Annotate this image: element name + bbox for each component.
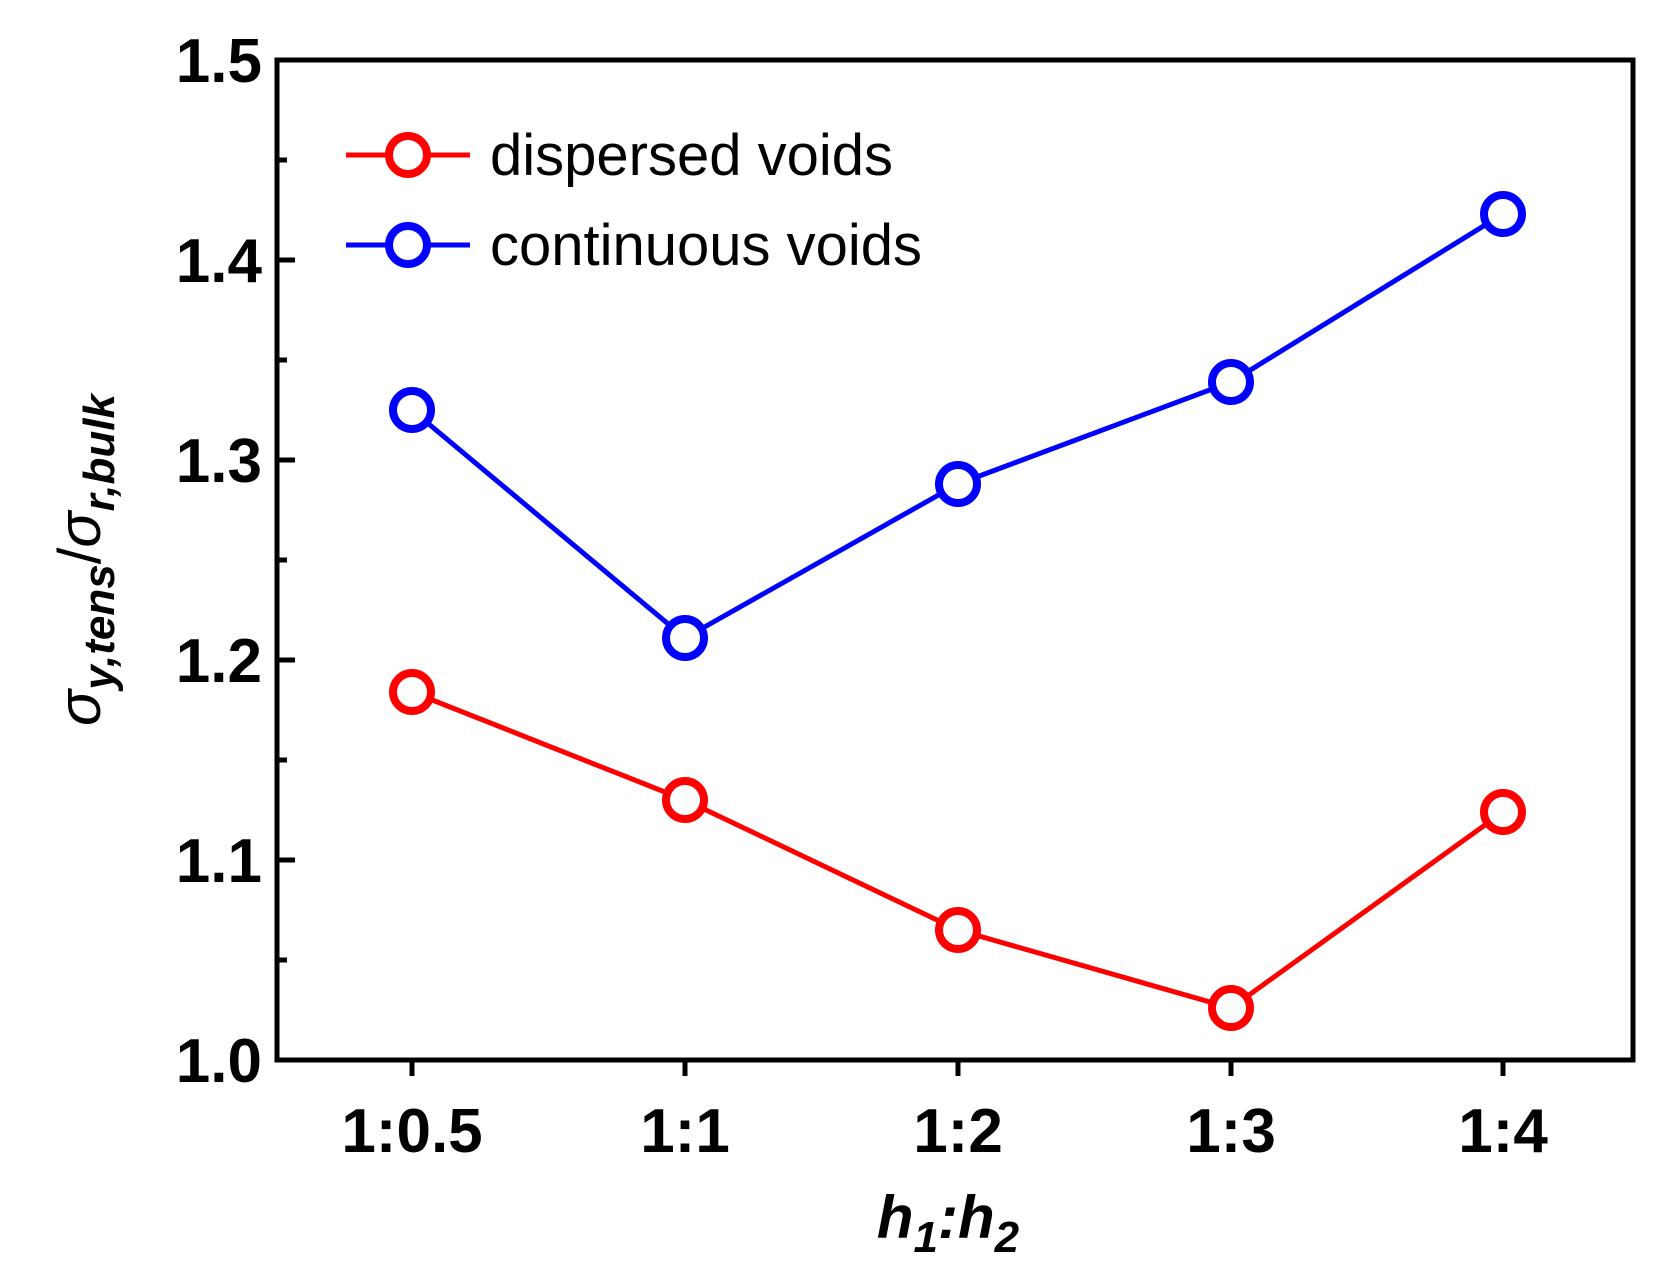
data-point — [1208, 985, 1254, 1031]
data-point — [389, 387, 435, 433]
x-tick-label: 1:2 — [913, 1097, 1003, 1166]
y-tick-label: 1.1 — [176, 827, 262, 896]
x-axis-title-sub1: 1 — [914, 1213, 938, 1262]
series-dispersed — [389, 669, 1526, 1031]
y-tick-label: 1.3 — [176, 427, 262, 496]
data-point — [662, 777, 708, 823]
data-point — [1208, 359, 1254, 405]
legend: dispersed voids continuous voids — [346, 123, 922, 278]
data-point — [1480, 191, 1526, 237]
y-tick-label: 1.4 — [176, 227, 263, 296]
legend-entry-dispersed: dispersed voids — [346, 123, 893, 188]
x-tick-label: 1:3 — [1186, 1097, 1276, 1166]
data-point — [935, 907, 981, 953]
x-axis-title-h1: h — [877, 1184, 914, 1251]
legend-label-dispersed: dispersed voids — [490, 123, 893, 188]
x-axis-title-h2: h — [958, 1184, 995, 1251]
y-axis-title-slash: / — [46, 547, 113, 564]
y-axis-ticks — [277, 57, 295, 1063]
data-point — [1480, 789, 1526, 835]
series-continuous — [389, 191, 1526, 661]
data-point — [389, 669, 435, 715]
x-axis-title-sep: : — [938, 1184, 958, 1251]
series-line — [411, 689, 1505, 1011]
x-tick-label: 1:4 — [1458, 1097, 1548, 1166]
y-axis-title-sigma2: σ — [46, 509, 113, 548]
y-axis-title: σy,tens/σr,bulk — [46, 391, 124, 725]
x-tick-label: 1:0.5 — [341, 1097, 482, 1166]
series-layer — [389, 191, 1526, 1031]
legend-label-continuous: continuous voids — [490, 213, 922, 278]
x-tick-label: 1:1 — [640, 1097, 730, 1166]
y-axis-title-sub2: r,bulk — [75, 391, 124, 511]
legend-entry-continuous: continuous voids — [346, 213, 922, 278]
y-tick-label: 1.5 — [176, 27, 262, 96]
x-axis-title-sub2: 2 — [994, 1213, 1020, 1262]
y-tick-label: 1.0 — [176, 1027, 262, 1096]
data-point — [662, 615, 708, 661]
y-axis-title-sub1: y,tens — [75, 564, 124, 692]
x-axis-title: h1:h2 — [877, 1184, 1020, 1262]
legend-marker-dispersed — [385, 132, 431, 178]
x-axis-ticks — [409, 1060, 1506, 1076]
y-axis-title-sigma1: σ — [46, 687, 113, 726]
legend-marker-continuous — [385, 222, 431, 268]
y-tick-label: 1.2 — [176, 627, 262, 696]
y-axis-tick-labels: 1.0 1.1 1.2 1.3 1.4 1.5 — [176, 27, 263, 1096]
x-axis-tick-labels: 1:0.5 1:1 1:2 1:3 1:4 — [341, 1097, 1548, 1166]
data-point — [935, 461, 981, 507]
